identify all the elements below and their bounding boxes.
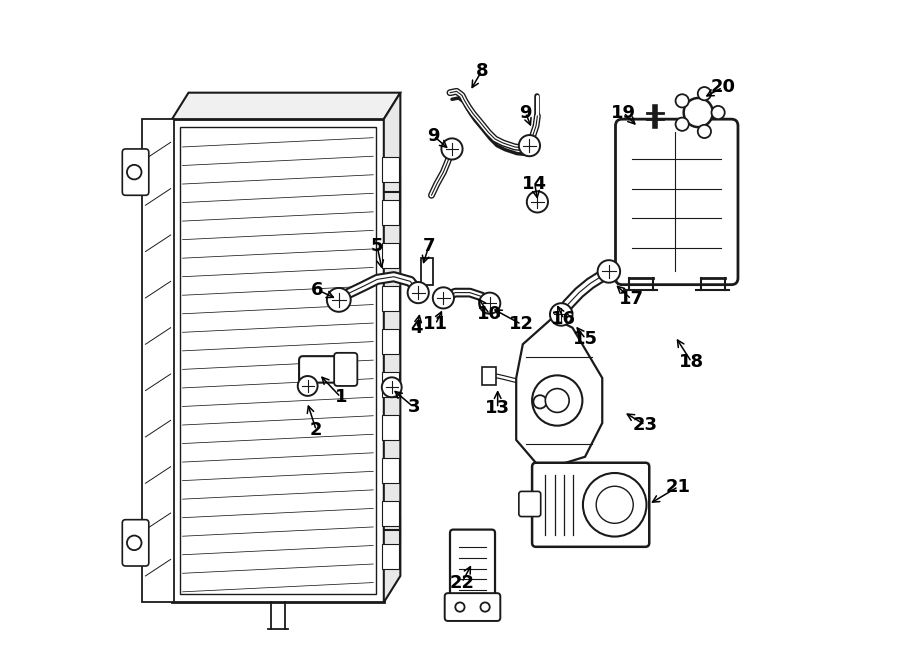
FancyBboxPatch shape bbox=[122, 149, 148, 195]
Text: 3: 3 bbox=[408, 398, 419, 416]
Circle shape bbox=[441, 138, 463, 160]
Bar bbox=[382, 157, 399, 182]
Text: 15: 15 bbox=[573, 330, 598, 348]
Circle shape bbox=[684, 98, 713, 127]
Polygon shape bbox=[172, 93, 400, 119]
Circle shape bbox=[534, 395, 546, 408]
Text: 23: 23 bbox=[633, 416, 658, 434]
Circle shape bbox=[532, 375, 582, 426]
FancyBboxPatch shape bbox=[299, 356, 348, 383]
Bar bbox=[382, 415, 399, 440]
Text: 9: 9 bbox=[428, 126, 440, 145]
Bar bbox=[382, 286, 399, 311]
Bar bbox=[382, 458, 399, 483]
Circle shape bbox=[550, 303, 572, 326]
Text: 16: 16 bbox=[552, 310, 576, 328]
Circle shape bbox=[433, 287, 454, 308]
Circle shape bbox=[127, 536, 141, 550]
Text: 1: 1 bbox=[335, 388, 347, 406]
Bar bbox=[482, 367, 496, 385]
FancyBboxPatch shape bbox=[445, 593, 500, 621]
Circle shape bbox=[676, 118, 688, 131]
FancyBboxPatch shape bbox=[616, 119, 738, 285]
Circle shape bbox=[526, 191, 548, 213]
Text: 12: 12 bbox=[509, 315, 534, 334]
Text: 14: 14 bbox=[522, 175, 547, 193]
Circle shape bbox=[408, 282, 428, 303]
Text: 19: 19 bbox=[611, 103, 636, 122]
FancyBboxPatch shape bbox=[450, 530, 495, 602]
Circle shape bbox=[479, 293, 500, 314]
Bar bbox=[382, 243, 399, 268]
Circle shape bbox=[518, 135, 540, 156]
Circle shape bbox=[596, 486, 634, 524]
Text: 5: 5 bbox=[371, 237, 383, 256]
Text: 7: 7 bbox=[423, 237, 435, 256]
Text: 2: 2 bbox=[310, 421, 322, 440]
Text: 6: 6 bbox=[311, 281, 324, 299]
Text: 11: 11 bbox=[423, 315, 448, 334]
Circle shape bbox=[327, 288, 351, 312]
Bar bbox=[382, 329, 399, 354]
Circle shape bbox=[598, 260, 620, 283]
Circle shape bbox=[545, 389, 569, 412]
Text: 9: 9 bbox=[519, 103, 532, 122]
Bar bbox=[382, 501, 399, 526]
Polygon shape bbox=[383, 93, 400, 602]
Bar bbox=[382, 372, 399, 397]
Text: 17: 17 bbox=[619, 290, 644, 308]
Text: 8: 8 bbox=[475, 62, 488, 80]
Circle shape bbox=[583, 473, 646, 536]
Bar bbox=[142, 119, 174, 602]
Text: 10: 10 bbox=[477, 305, 502, 324]
Circle shape bbox=[455, 602, 464, 612]
Circle shape bbox=[698, 125, 711, 138]
Polygon shape bbox=[517, 318, 602, 470]
FancyBboxPatch shape bbox=[122, 520, 148, 566]
Circle shape bbox=[298, 376, 318, 396]
Text: 20: 20 bbox=[710, 78, 735, 97]
Bar bbox=[382, 544, 399, 569]
Text: 18: 18 bbox=[680, 353, 704, 371]
FancyBboxPatch shape bbox=[334, 353, 357, 386]
Text: 13: 13 bbox=[485, 399, 510, 418]
Text: 21: 21 bbox=[666, 477, 691, 496]
Text: 4: 4 bbox=[410, 319, 423, 338]
Bar bbox=[172, 119, 383, 602]
Circle shape bbox=[698, 87, 711, 100]
Circle shape bbox=[127, 165, 141, 179]
Bar bbox=[421, 258, 433, 285]
FancyBboxPatch shape bbox=[532, 463, 649, 547]
Circle shape bbox=[382, 377, 401, 397]
Text: 22: 22 bbox=[449, 573, 474, 592]
FancyBboxPatch shape bbox=[518, 491, 541, 516]
Bar bbox=[180, 127, 376, 594]
Circle shape bbox=[676, 94, 688, 107]
Circle shape bbox=[712, 106, 724, 119]
Bar bbox=[382, 200, 399, 225]
Circle shape bbox=[481, 602, 490, 612]
